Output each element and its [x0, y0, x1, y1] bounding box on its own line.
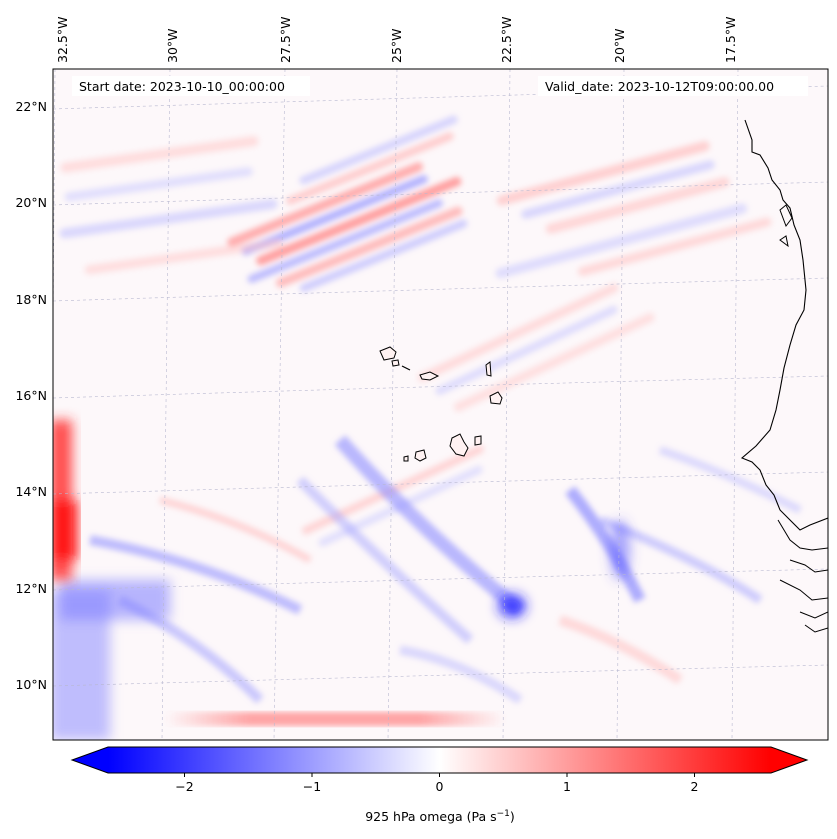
lon-label-32-5w: 32.5°W	[55, 17, 70, 63]
map-panel: Start date: 2023-10-10_00:00:00 Valid_da…	[15, 17, 829, 741]
colorbar-outline	[70, 746, 809, 774]
lon-label-25w: 25°W	[389, 28, 404, 63]
lon-label-20w: 20°W	[612, 28, 627, 63]
streaks-north	[59, 115, 772, 547]
lat-label-20n: 20°N	[15, 195, 47, 210]
colorbar-tick-label: −1	[303, 779, 321, 794]
lat-label-12n: 12°N	[15, 581, 47, 596]
omega-field	[53, 69, 828, 740]
lat-label-22n: 22°N	[15, 99, 47, 114]
colorbar: −2 −1 0 1 2 925 hPa omega (Pa s−1)	[70, 746, 809, 824]
red-strip-west	[53, 420, 78, 580]
coastline-africa	[740, 69, 828, 531]
colorbar-label: 925 hPa omega (Pa s−1)	[365, 809, 515, 824]
valid-date-label: Valid_date: 2023-10-12T09:00:00.00	[545, 79, 774, 94]
lon-label-27-5w: 27.5°W	[278, 17, 293, 63]
colorbar-extend-min	[72, 747, 108, 773]
start-date-label: Start date: 2023-10-10_00:00:00	[79, 79, 285, 94]
blue-patch-southwest	[53, 520, 630, 740]
map-frame	[52, 68, 829, 741]
red-band-south	[165, 712, 505, 726]
gridlines	[53, 69, 828, 740]
lat-label-18n: 18°N	[15, 292, 47, 307]
colorbar-extend-max	[771, 747, 807, 773]
start-date-box	[72, 76, 310, 96]
coastline-islands-north	[779, 204, 793, 248]
lon-label-30w: 30°W	[165, 28, 180, 63]
colorbar-tick-label: −2	[175, 779, 193, 794]
lat-label-10n: 10°N	[15, 677, 47, 692]
colorbar-tick-label: 1	[563, 779, 571, 794]
lon-label-17-5w: 17.5°W	[723, 17, 738, 63]
latitude-labels: 22°N 20°N 18°N 16°N 14°N 12°N 10°N	[15, 99, 47, 692]
cape-verde-islands	[379, 346, 503, 462]
colorbar-ticks: −2 −1 0 1 2	[175, 773, 698, 794]
island-small-chain	[401, 365, 411, 371]
colorbar-tick-label: 2	[691, 779, 699, 794]
lat-label-14n: 14°N	[15, 484, 47, 499]
longitude-labels: 32.5°W 30°W 27.5°W 25°W 22.5°W 20°W 17.5…	[55, 17, 738, 63]
colorbar-gradient	[108, 747, 771, 773]
valid-date-box	[538, 76, 808, 96]
colorbar-tick-label: 0	[436, 779, 444, 794]
coastline-senegal-guinea	[777, 519, 828, 633]
lon-label-22-5w: 22.5°W	[499, 17, 514, 63]
lat-label-16n: 16°N	[15, 388, 47, 403]
